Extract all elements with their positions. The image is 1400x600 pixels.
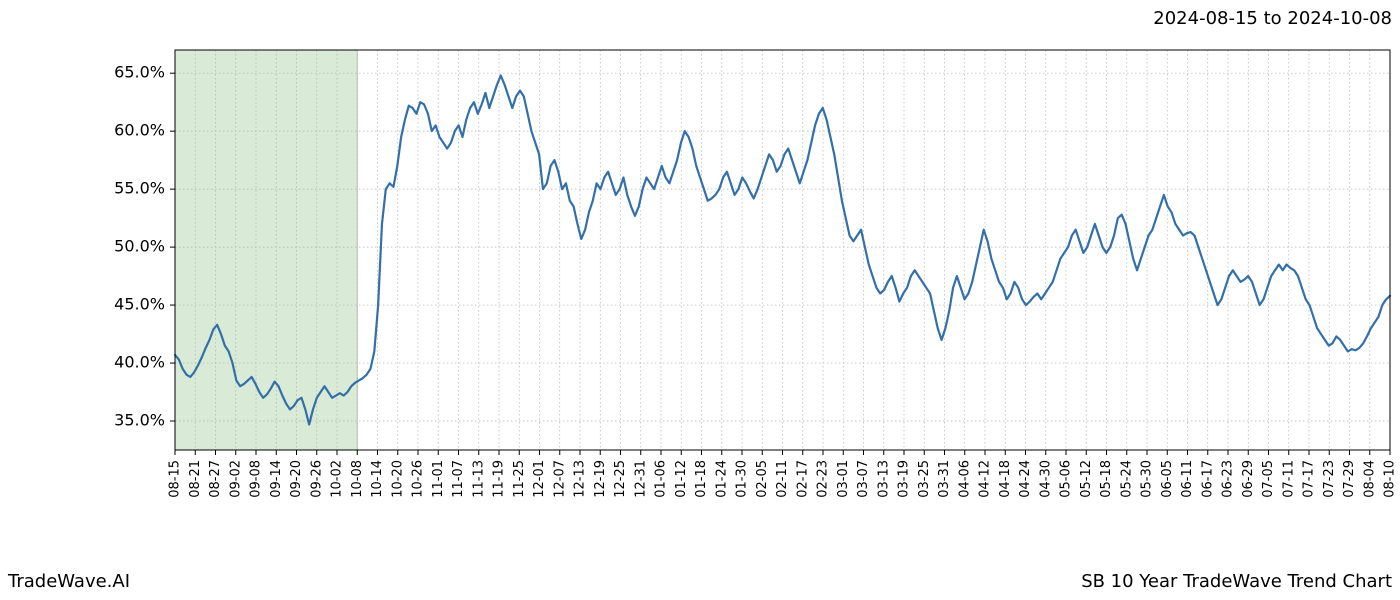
x-tick-label: 07-17 <box>1302 460 1317 498</box>
x-tick-label: 07-11 <box>1281 460 1296 498</box>
x-tick-label: 04-18 <box>998 460 1013 498</box>
x-tick-label: 09-08 <box>249 460 264 498</box>
x-tick-label: 11-07 <box>451 460 466 498</box>
x-tick-label: 02-11 <box>775 460 790 498</box>
x-tick-label: 04-30 <box>1038 460 1053 498</box>
x-tick-label: 04-06 <box>957 460 972 498</box>
x-tick-label: 06-17 <box>1200 460 1215 498</box>
x-tick-label: 05-30 <box>1140 460 1155 498</box>
x-tick-label: 08-04 <box>1362 460 1377 498</box>
y-tick-label: 65.0% <box>114 63 165 82</box>
x-tick-label: 12-01 <box>532 460 547 498</box>
x-tick-label: 01-18 <box>694 460 709 498</box>
x-tick-label: 12-13 <box>573 460 588 498</box>
x-tick-label: 04-12 <box>978 460 993 498</box>
x-tick-label: 10-14 <box>370 460 385 498</box>
x-tick-label: 02-23 <box>816 460 831 498</box>
x-tick-label: 10-20 <box>390 460 405 498</box>
x-tick-label: 11-25 <box>512 460 527 498</box>
x-tick-label: 08-21 <box>188 460 203 498</box>
x-tick-label: 03-19 <box>897 460 912 498</box>
y-tick-label: 35.0% <box>114 411 165 430</box>
x-tick-label: 07-29 <box>1342 460 1357 498</box>
x-tick-label: 12-31 <box>633 460 648 498</box>
x-tick-label: 08-15 <box>168 460 183 498</box>
x-tick-label: 09-02 <box>228 460 243 498</box>
x-tick-label: 07-05 <box>1261 460 1276 498</box>
x-tick-label: 12-19 <box>593 460 608 498</box>
x-tick-label: 10-02 <box>330 460 345 498</box>
x-tick-label: 04-24 <box>1018 460 1033 498</box>
x-tick-label: 11-01 <box>431 460 446 498</box>
x-tick-label: 10-26 <box>411 460 426 498</box>
x-tick-label: 11-13 <box>471 460 486 498</box>
trend-chart: 35.0% 40.0% 45.0% 50.0% 55.0% 60.0% 65.0% 08-15… <box>0 0 1400 600</box>
x-tick-label: 07-23 <box>1322 460 1337 498</box>
x-tick-label: 01-30 <box>735 460 750 498</box>
x-tick-label: 12-07 <box>552 460 567 498</box>
x-tick-label: 03-07 <box>856 460 871 498</box>
x-tick-label: 01-24 <box>714 460 729 498</box>
x-tick-label: 10-08 <box>350 460 365 498</box>
x-tick-label: 06-05 <box>1160 460 1175 498</box>
x-tick-label: 05-06 <box>1059 460 1074 498</box>
x-tick-label: 03-31 <box>937 460 952 498</box>
x-tick-label: 09-26 <box>309 460 324 498</box>
x-tick-label: 11-19 <box>492 460 507 498</box>
x-tick-label: 02-05 <box>755 460 770 498</box>
y-tick-label: 40.0% <box>114 353 165 372</box>
x-tick-label: 12-25 <box>613 460 628 498</box>
x-tick-label: 01-12 <box>674 460 689 498</box>
x-tick-label: 05-12 <box>1079 460 1094 498</box>
x-tick-label: 08-27 <box>208 460 223 498</box>
x-tick-label: 09-20 <box>289 460 304 498</box>
y-tick-label: 60.0% <box>114 121 165 140</box>
x-tick-label: 09-14 <box>269 460 284 498</box>
x-tick-label: 03-25 <box>917 460 932 498</box>
x-tick-label: 06-29 <box>1241 460 1256 498</box>
y-tick-label: 55.0% <box>114 179 165 198</box>
x-tick-label: 06-11 <box>1180 460 1195 498</box>
x-tick-label: 03-13 <box>876 460 891 498</box>
y-tick-label: 50.0% <box>114 237 165 256</box>
x-tick-label: 05-18 <box>1099 460 1114 498</box>
x-tick-label: 05-24 <box>1119 460 1134 498</box>
x-tick-label: 03-01 <box>836 460 851 498</box>
x-tick-label: 02-17 <box>795 460 810 498</box>
x-tick-label: 01-06 <box>654 460 669 498</box>
y-tick-label: 45.0% <box>114 295 165 314</box>
x-tick-label: 06-23 <box>1221 460 1236 498</box>
x-tick-label: 08-10 <box>1383 460 1398 498</box>
